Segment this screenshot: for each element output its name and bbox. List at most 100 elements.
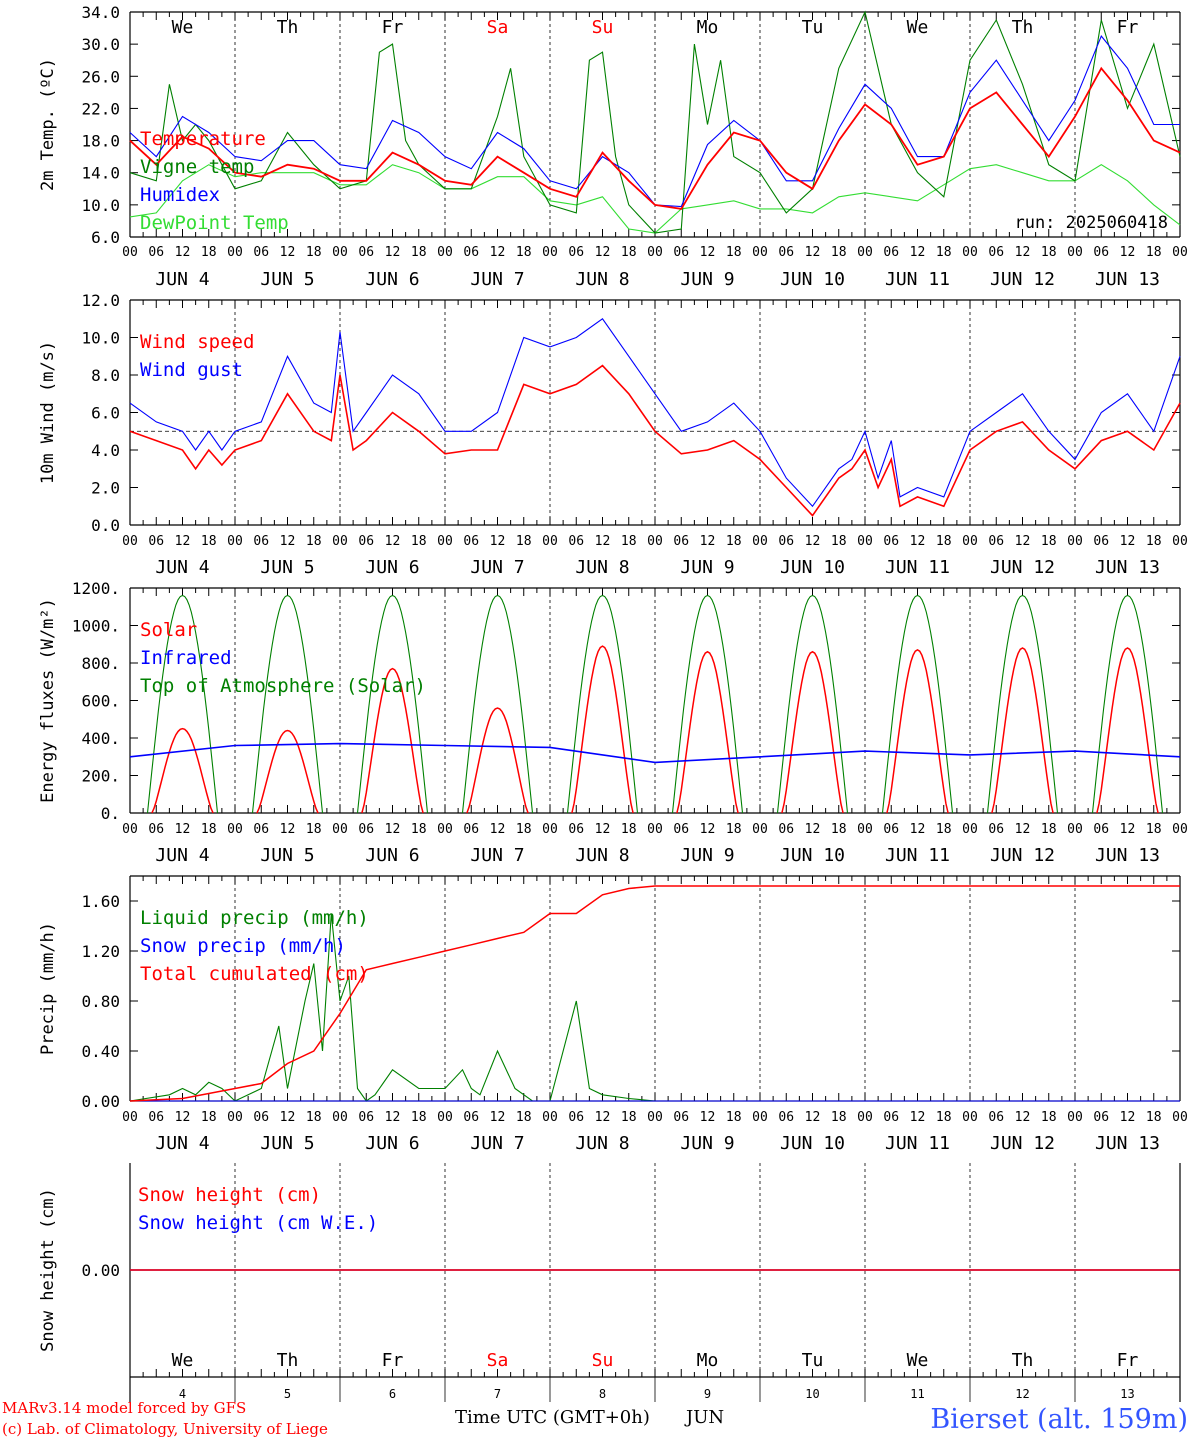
x-date-label: JUN 9 (680, 845, 734, 866)
x-hour-label: 00 (752, 1110, 768, 1125)
x-hour-label: 18 (621, 245, 637, 260)
x-hour-label: 06 (463, 534, 479, 549)
x-date-label: JUN 6 (365, 557, 419, 578)
y-tick-label: 30.0 (81, 35, 120, 54)
y-tick-label: 26.0 (81, 67, 120, 86)
x-date-label: JUN 13 (1095, 845, 1160, 866)
bottom-day-number: 5 (284, 1387, 291, 1401)
x-hour-label: 00 (1172, 534, 1188, 549)
x-hour-label: 00 (962, 1110, 978, 1125)
x-hour-label: 12 (910, 822, 926, 837)
x-hour-label: 06 (148, 245, 164, 260)
x-hour-label: 00 (542, 245, 558, 260)
x-hour-label: 06 (253, 534, 269, 549)
panel-4: 0.00 0.40 0.80 1.20 1.60 Precip (mm/h) 00 06 12 1… (38, 875, 1188, 1154)
y-tick-label: 12.0 (81, 291, 120, 310)
x-hour-label: 18 (726, 245, 742, 260)
x-date-label: JUN 8 (575, 1133, 629, 1154)
bottom-day-name: Th (1012, 1350, 1034, 1371)
x-hour-label: 00 (647, 534, 663, 549)
x-hour-label: 00 (752, 245, 768, 260)
x-hour-label: 00 (962, 245, 978, 260)
x-hour-label: 00 (1067, 822, 1083, 837)
y-tick-label: 8.0 (91, 366, 120, 385)
y-tick-label: 0.00 (81, 1092, 120, 1111)
y-axis-label: 10m Wind (m/s) (38, 341, 58, 484)
x-hour-label: 06 (1093, 822, 1109, 837)
x-hour-label: 06 (568, 1110, 584, 1125)
x-hour-label: 06 (988, 822, 1004, 837)
x-hour-label: 06 (988, 1110, 1004, 1125)
x-hour-label: 12 (385, 245, 401, 260)
y-tick-label: 6.0 (91, 404, 120, 423)
x-hour-label: 18 (936, 822, 952, 837)
y-tick-label: 2.0 (91, 479, 120, 498)
x-hour-label: 12 (1120, 534, 1136, 549)
bottom-day-name: We (907, 1350, 929, 1371)
x-hour-label: 12 (910, 1110, 926, 1125)
legend-vigne-temp: Vigne temp (140, 156, 254, 178)
bottom-day-number: 7 (494, 1387, 501, 1401)
legend-wind-speed: Wind speed (140, 331, 254, 353)
x-date-label: JUN 4 (155, 1133, 209, 1154)
series-solar (151, 727, 214, 814)
x-hour-label: 12 (385, 1110, 401, 1125)
x-hour-label: 00 (122, 534, 138, 549)
series-solar (886, 649, 949, 814)
x-date-label: JUN 6 (365, 1133, 419, 1154)
x-date-label: JUN 5 (260, 269, 314, 290)
x-hour-label: 12 (805, 245, 821, 260)
x-hour-label: 18 (1041, 245, 1057, 260)
x-hour-label: 12 (385, 534, 401, 549)
x-hour-label: 18 (1041, 1110, 1057, 1125)
x-hour-label: 00 (332, 822, 348, 837)
x-hour-label: 06 (883, 1110, 899, 1125)
x-hour-label: 00 (1067, 1110, 1083, 1125)
legend-snow-height-cm-w-e-: Snow height (cm W.E.) (138, 1212, 378, 1234)
y-tick-label: 0. (101, 804, 120, 823)
bottom-day-number: 12 (1015, 1387, 1029, 1401)
y-tick-label: 0.80 (81, 992, 120, 1011)
x-date-label: JUN 12 (990, 1133, 1055, 1154)
x-hour-label: 06 (148, 822, 164, 837)
y-tick-label: 34.0 (81, 3, 120, 22)
x-hour-label: 12 (910, 245, 926, 260)
x-hour-label: 12 (805, 822, 821, 837)
x-hour-label: 12 (910, 534, 926, 549)
series-top-of-atmosphere-solar (986, 594, 1059, 814)
x-date-label: JUN 11 (885, 845, 950, 866)
x-hour-label: 00 (857, 245, 873, 260)
y-tick-label: 0.40 (81, 1042, 120, 1061)
x-hour-label: 18 (726, 822, 742, 837)
x-hour-label: 18 (1041, 822, 1057, 837)
x-date-label: JUN 9 (680, 1133, 734, 1154)
legend-temperature: Temperature (140, 128, 266, 150)
y-tick-label: 14.0 (81, 164, 120, 183)
x-date-label: JUN 10 (780, 557, 845, 578)
panel-1: 6.0 10.0 14.0 18.0 22.0 26.0 30.0 34.0 2m Temp. … (38, 3, 1188, 290)
x-hour-label: 18 (306, 534, 322, 549)
x-hour-label: 06 (568, 245, 584, 260)
x-hour-label: 00 (542, 1110, 558, 1125)
x-hour-label: 06 (463, 822, 479, 837)
x-date-label: JUN 12 (990, 845, 1055, 866)
x-hour-label: 00 (437, 822, 453, 837)
bottom-day-name: Sa (487, 1350, 509, 1371)
x-hour-label: 06 (568, 822, 584, 837)
legend-top-of-atmosphere-solar-: Top of Atmosphere (Solar) (140, 675, 426, 697)
y-tick-label: 1200. (72, 579, 120, 598)
x-hour-label: 06 (358, 245, 374, 260)
x-hour-label: 18 (306, 822, 322, 837)
x-hour-label: 12 (700, 534, 716, 549)
x-date-label: JUN 12 (990, 269, 1055, 290)
x-hour-label: 18 (516, 245, 532, 260)
series-top-of-atmosphere-solar (881, 594, 954, 814)
x-date-label: JUN 10 (780, 269, 845, 290)
x-hour-label: 18 (1146, 534, 1162, 549)
bottom-day-name: Th (277, 1350, 299, 1371)
x-hour-label: 06 (463, 245, 479, 260)
x-hour-label: 18 (621, 534, 637, 549)
y-tick-label: 10.0 (81, 196, 120, 215)
x-hour-label: 18 (831, 822, 847, 837)
